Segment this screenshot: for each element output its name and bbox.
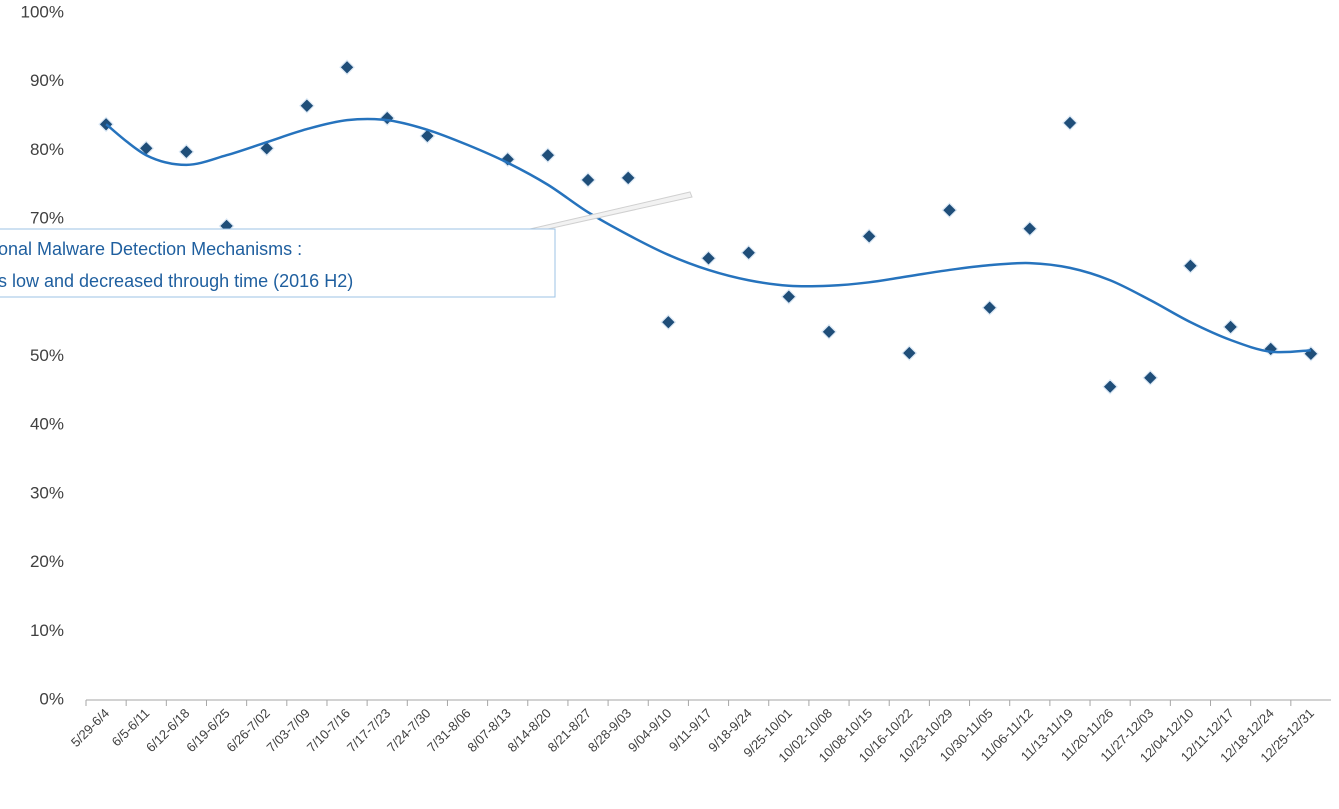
labels: 0%10%20%30%40%50%60%70%80%90%100%5/29-6/… (21, 2, 1318, 765)
point (821, 323, 837, 340)
point (419, 128, 436, 144)
y-tick-label: 80% (30, 140, 64, 159)
point (1262, 341, 1279, 357)
point (861, 228, 877, 245)
y-tick-label: 0% (39, 689, 64, 708)
point (178, 143, 195, 160)
point (740, 244, 757, 261)
point (660, 314, 677, 330)
y-tick-label: 90% (30, 71, 64, 90)
y-tick-label: 50% (30, 346, 64, 365)
annotation-line: onal Malware Detection Mechanisms : (0, 239, 302, 259)
point (700, 250, 717, 267)
callout-pointer (529, 191, 693, 230)
point (1102, 378, 1118, 395)
y-tick-label: 100% (21, 2, 64, 21)
x-tick-label: 9/04-9/10 (625, 706, 674, 755)
callout-box (0, 228, 556, 298)
y-tick-label: 20% (30, 552, 64, 571)
point (580, 172, 596, 188)
point (258, 140, 275, 157)
point (1021, 220, 1038, 237)
trend-line (105, 117, 1311, 354)
y-tick-label: 70% (30, 209, 64, 228)
point (1222, 319, 1239, 335)
point (620, 170, 637, 186)
point (780, 288, 797, 305)
point (1303, 345, 1319, 362)
point (499, 151, 516, 168)
point (1142, 369, 1159, 386)
point (981, 299, 998, 316)
grid (85, 699, 1331, 706)
point (941, 202, 958, 219)
point (901, 345, 918, 361)
point (339, 59, 355, 76)
point (1062, 115, 1078, 131)
annotation: onal Malware Detection Mechanisms : s lo… (0, 191, 693, 298)
point (299, 97, 315, 114)
y-tick-label: 40% (30, 415, 64, 434)
x-tick-label: 5/29-6/4 (68, 706, 112, 750)
y-tick-label: 10% (30, 621, 64, 640)
y-tick-label: 30% (30, 483, 64, 502)
annotation-line: s low and decreased through time (2016 H… (0, 271, 353, 291)
marks (98, 59, 1319, 395)
point (540, 147, 556, 164)
point (379, 110, 396, 126)
point (1182, 257, 1199, 274)
